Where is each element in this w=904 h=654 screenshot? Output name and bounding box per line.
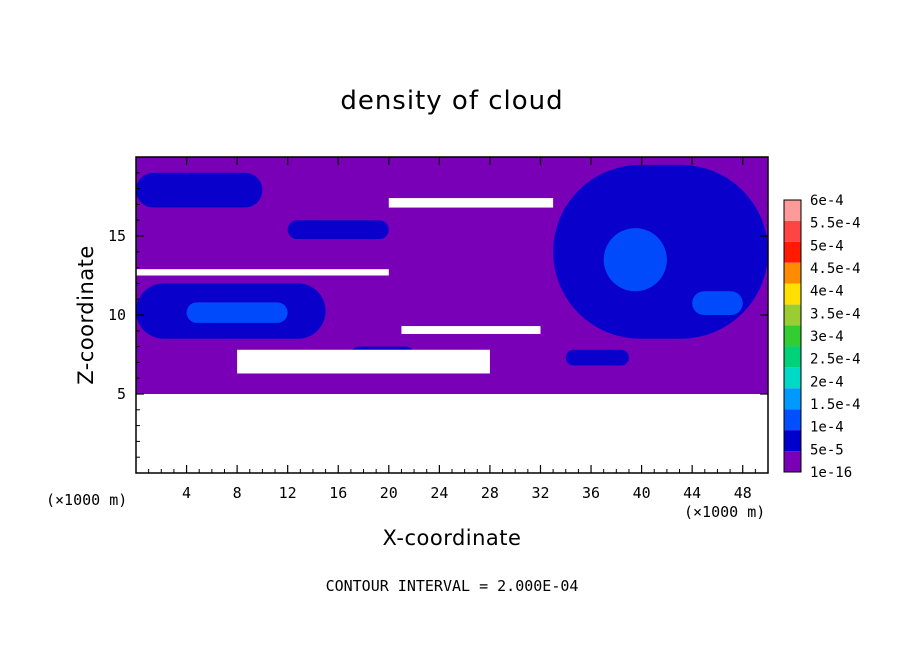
x-tick-label: 36 <box>582 484 600 502</box>
chart-title: density of cloud <box>340 86 564 116</box>
x-tick-label: 40 <box>633 484 651 502</box>
y-tick-label: 15 <box>108 227 126 245</box>
colorbar-swatch <box>784 451 801 472</box>
cloud-region-6 <box>565 349 629 366</box>
colorbar-label: 1e-16 <box>810 465 852 481</box>
x-tick-label: 48 <box>734 484 752 502</box>
x-unit-label-right: (×1000 m) <box>684 503 766 521</box>
colorbar-swatch <box>784 200 801 221</box>
colorbar-label: 4e-4 <box>810 284 844 300</box>
x-unit-label-left: (×1000 m) <box>46 491 128 509</box>
colorbar-swatch <box>784 241 801 263</box>
colorbar-label: 3.5e-4 <box>810 306 861 322</box>
contour-interval-note: CONTOUR INTERVAL = 2.000E-04 <box>325 577 579 595</box>
cloud-region-7 <box>603 228 667 292</box>
x-tick-label: 20 <box>380 484 398 502</box>
colorbar-swatch <box>784 388 801 410</box>
colorbar-swatch <box>784 325 801 347</box>
colorbar-frame <box>783 199 802 473</box>
empty-region-0 <box>136 394 768 473</box>
colorbar-swatch <box>784 283 801 305</box>
x-tick-label: 44 <box>683 484 701 502</box>
empty-region-2 <box>136 269 389 276</box>
colorbar-swatch <box>784 304 801 326</box>
x-tick-label: 32 <box>531 484 549 502</box>
cloud-region-4 <box>287 220 389 240</box>
colorbar-label: 5e-5 <box>810 442 844 458</box>
colorbar-label: 1.5e-4 <box>810 397 861 413</box>
cloud-region-3 <box>136 172 263 208</box>
colorbar-label: 5e-4 <box>810 238 844 254</box>
y-tick-label: 5 <box>117 385 126 403</box>
colorbar-label: 3e-4 <box>810 329 844 345</box>
colorbar-swatch <box>784 367 801 389</box>
colorbar-label: 5.5e-4 <box>810 216 861 232</box>
x-tick-label: 8 <box>233 484 242 502</box>
x-tick-label: 16 <box>329 484 347 502</box>
colorbar-swatch <box>784 430 801 452</box>
empty-region-3 <box>401 326 541 334</box>
y-tick-label: 10 <box>108 306 126 324</box>
colorbar-label: 2e-4 <box>810 374 844 390</box>
x-tick-label: 4 <box>182 484 191 502</box>
colorbar-swatch <box>784 262 801 284</box>
empty-region-4 <box>237 349 490 374</box>
x-tick-label: 12 <box>279 484 297 502</box>
plot-area <box>136 157 768 473</box>
colorbar: 6e-4 5.5e-4 5e-4 4.5e-4 4e-4 3.5e-4 3e-4 2.5e-4… <box>783 193 861 481</box>
colorbar-swatch <box>784 220 801 242</box>
x-axis-label: X-coordinate <box>382 526 522 550</box>
colorbar-swatch <box>784 409 801 431</box>
colorbar-label: 1e-4 <box>810 420 844 436</box>
colorbar-swatch <box>784 346 801 368</box>
cloud-region-8 <box>186 302 288 323</box>
x-tick-label: 28 <box>481 484 499 502</box>
empty-region-1 <box>388 198 554 208</box>
x-tick-label: 24 <box>430 484 448 502</box>
cloud-region-9 <box>692 291 743 315</box>
colorbar-label: 4.5e-4 <box>810 261 861 277</box>
colorbar-label: 6e-4 <box>810 193 844 209</box>
colorbar-label: 2.5e-4 <box>810 352 861 368</box>
